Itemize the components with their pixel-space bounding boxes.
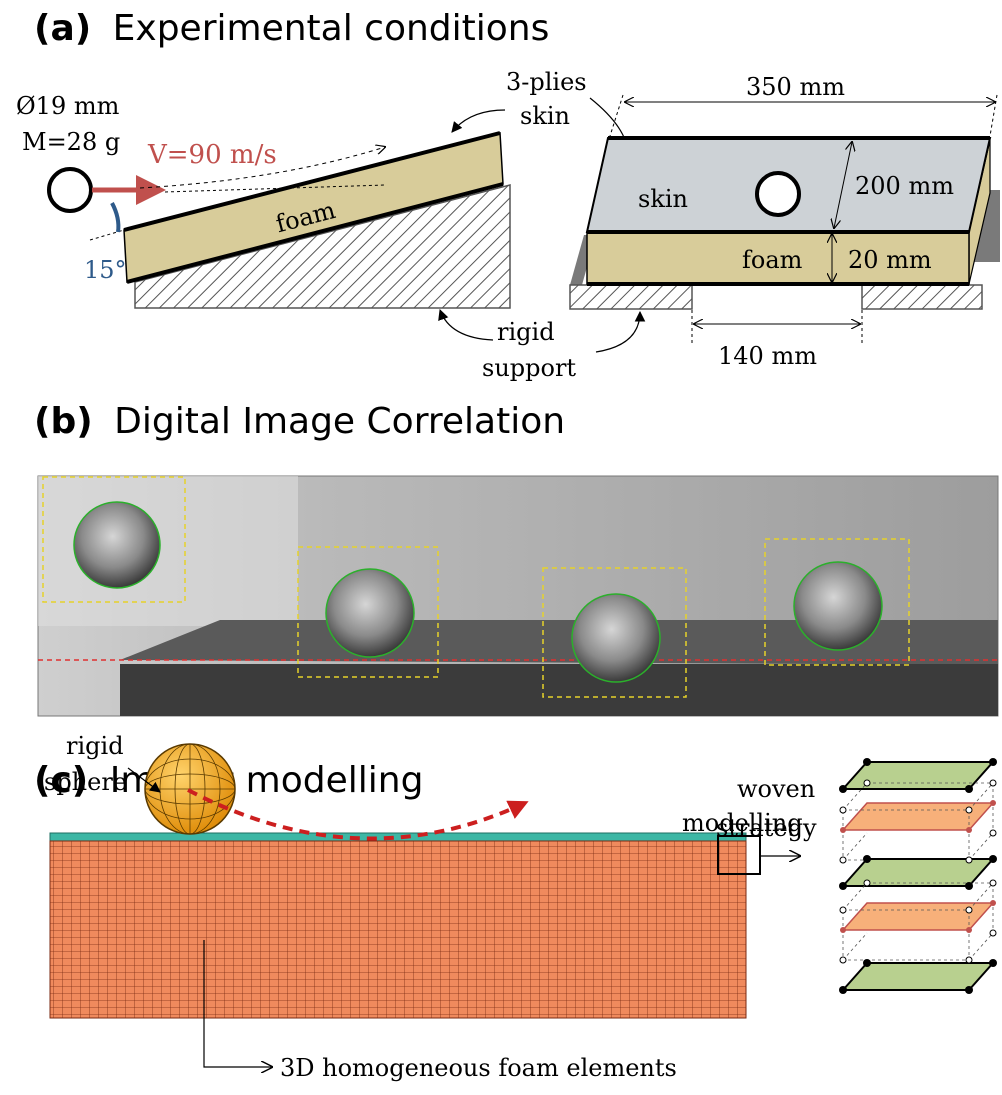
section-b-title: (b) Digital Image Correlation — [34, 401, 565, 442]
support-right — [861, 284, 983, 310]
foam-mesh — [49, 840, 747, 1019]
angle-arc — [110, 202, 121, 233]
plies-label-line2: skin — [520, 102, 570, 130]
yarn-block-1 — [841, 782, 995, 861]
woven-label-line1: woven — [737, 775, 815, 803]
rebound-trajectory — [139, 147, 385, 189]
woven-ply-stack — [839, 758, 997, 994]
rigid-support-wedge — [134, 184, 511, 309]
dim-length-label: 350 mm — [746, 73, 845, 101]
projectile-ball — [47, 167, 93, 213]
velocity-label: V=90 m/s — [147, 140, 277, 170]
dic-roi-1 — [42, 476, 186, 603]
dic-ball-4 — [793, 561, 883, 651]
dic-ball-2 — [325, 568, 415, 658]
sphere-label-line1: rigid — [66, 732, 124, 760]
rigid-pointer-right — [595, 310, 646, 353]
skin-top-inclined — [123, 131, 501, 232]
rigid-pointer-left — [438, 308, 494, 341]
section-a-letter: (a) — [34, 8, 91, 49]
ply-shell-3 — [840, 962, 996, 991]
dic-ball-3 — [571, 593, 661, 683]
dic-image — [37, 475, 999, 717]
diameter-label: Ø19 mm — [16, 92, 120, 120]
dim-thickness-label: 20 mm — [848, 246, 932, 274]
dic-roi-4 — [764, 538, 910, 666]
woven-label-line2: modelling — [682, 809, 803, 837]
foam-elements-pointer — [203, 940, 272, 1067]
skin-label: skin — [638, 185, 688, 213]
section-a-title: (a) Experimental conditions — [34, 8, 549, 49]
inclined-specimen: foam — [123, 131, 511, 309]
velocity-extension-line — [164, 184, 386, 193]
plies-label-line1: 3-plies — [506, 68, 587, 96]
woven-callout-box — [717, 835, 761, 875]
plies-pointer-left — [451, 109, 506, 133]
plate-specimen: skin foam — [569, 136, 1000, 310]
foam-elements-label: 3D homogeneous foam elements — [280, 1054, 677, 1082]
section-b-letter: (b) — [34, 401, 93, 442]
dim-width-line — [834, 142, 852, 228]
dim-span-label: 140 mm — [718, 342, 817, 370]
skin-mesh-layer — [49, 832, 747, 842]
angle-reference-line — [89, 229, 125, 241]
yarn-block-2 — [841, 882, 995, 961]
section-a-text: Experimental conditions — [113, 8, 550, 49]
dim-length-ext-right — [989, 94, 998, 137]
dic-specimen-front — [120, 664, 998, 716]
skin-bottom-inclined — [126, 182, 504, 284]
plate-impact-ball — [755, 171, 801, 217]
foam-label-plate: foam — [742, 246, 803, 274]
section-c-letter: (c) — [34, 760, 88, 801]
rigid-label-line1: rigid — [497, 318, 555, 346]
angle-label: 15° — [84, 256, 127, 284]
dim-width-label: 200 mm — [855, 172, 954, 200]
section-b-text: Digital Image Correlation — [114, 401, 565, 442]
dim-length-ext-left — [609, 94, 624, 137]
sphere-pointer — [127, 767, 161, 793]
dic-roi-3 — [542, 567, 687, 698]
sphere-trajectory — [187, 788, 529, 841]
mass-label: M=28 g — [22, 128, 120, 156]
dic-ball-1 — [73, 501, 161, 589]
support-left — [569, 284, 693, 310]
woven-label-line3: strategy — [716, 814, 817, 842]
rigid-label-line2: support — [482, 354, 576, 382]
sphere-label-line2: sphere — [44, 768, 127, 796]
